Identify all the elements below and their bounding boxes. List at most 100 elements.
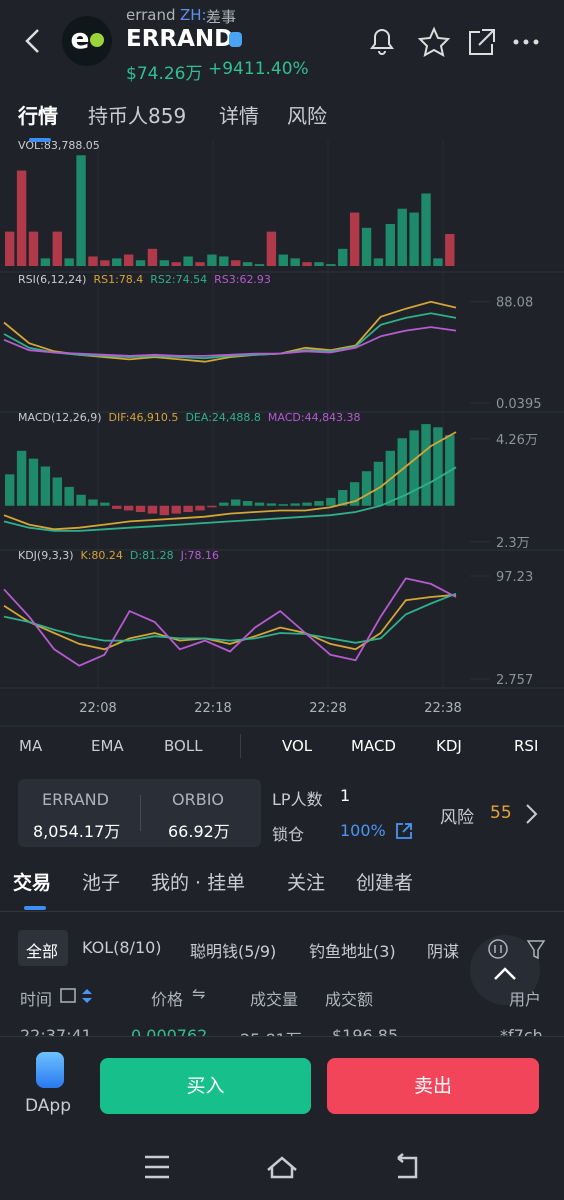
indicator[interactable]: MA — [19, 737, 43, 755]
back-button[interactable] — [18, 26, 48, 56]
bar — [207, 254, 217, 266]
buy-button[interactable]: 买入 — [100, 1058, 311, 1114]
tab[interactable]: 持币人859 — [88, 104, 187, 128]
legend-item: DEA:24,488.8 — [185, 411, 260, 424]
indicator[interactable]: VOL — [282, 737, 313, 755]
bar — [5, 474, 15, 506]
col-header[interactable]: 价格 — [151, 990, 184, 1009]
col-header[interactable]: 成交量 — [250, 990, 299, 1009]
bar — [183, 256, 193, 266]
handle: errand — [126, 6, 176, 24]
filter[interactable]: 阴谋 — [427, 942, 460, 961]
bar — [373, 258, 384, 266]
tab[interactable]: 详情 — [219, 104, 259, 128]
bar — [147, 505, 158, 514]
col-header[interactable]: 成交额 — [325, 990, 374, 1009]
y-tick-label: 88.08 — [496, 296, 533, 311]
legend-item: RS1:78.4 — [93, 273, 143, 286]
filter-icons[interactable] — [488, 938, 546, 964]
bar — [302, 262, 312, 266]
trade-tab[interactable]: 池子 — [82, 872, 121, 894]
x-tick-label: 22:08 — [79, 701, 116, 716]
bar — [278, 504, 288, 506]
bar — [52, 477, 62, 506]
bar — [135, 505, 146, 513]
filter[interactable]: KOL(8/10) — [82, 938, 162, 957]
indicator[interactable]: BOLL — [164, 737, 203, 755]
y-tick-label: 2.3万 — [496, 536, 530, 551]
divider — [140, 795, 141, 831]
indicator-line — [3, 592, 457, 644]
indicator[interactable]: KDJ — [436, 737, 462, 755]
amount-b: 66.92万 — [168, 822, 230, 841]
bar — [349, 482, 360, 506]
bar — [302, 502, 312, 506]
sort-icon[interactable] — [60, 986, 96, 1006]
bar — [397, 438, 407, 506]
up-arrow — [494, 967, 516, 980]
legend-item: K:80.24 — [81, 549, 123, 562]
bar — [40, 466, 51, 506]
trade-tab[interactable]: 关注 — [287, 872, 326, 894]
tab[interactable]: 行情 — [18, 104, 58, 128]
indicator[interactable]: EMA — [91, 737, 124, 755]
filter[interactable]: 全部 — [26, 942, 59, 961]
trade-tab[interactable]: 我的 · 挂单 — [151, 872, 246, 894]
divider — [240, 734, 241, 758]
bar — [266, 231, 277, 266]
indicator[interactable]: MACD — [351, 737, 396, 755]
amount-a: 8,054.17万 — [33, 822, 121, 841]
bar — [171, 505, 181, 514]
y-tick-label: 97.23 — [496, 570, 533, 585]
bar — [385, 224, 396, 266]
dapp-icon[interactable] — [36, 1052, 64, 1088]
y-tick-label: 2.757 — [496, 673, 533, 688]
bar — [433, 258, 443, 266]
bar — [314, 501, 324, 506]
bar — [219, 256, 229, 266]
indicator[interactable]: RSI — [514, 737, 539, 755]
system-nav[interactable] — [0, 1140, 564, 1200]
lock-label: 锁仓 — [272, 825, 305, 844]
trade-tab[interactable]: 创建者 — [356, 872, 414, 894]
bar — [112, 258, 122, 266]
legend-item: RSI(6,12,24) — [18, 273, 86, 286]
bar — [397, 208, 407, 266]
dapp-label[interactable]: DApp — [25, 1096, 72, 1116]
risk-score: 55 — [490, 803, 512, 823]
col-header[interactable]: 用户 — [509, 990, 542, 1009]
bar — [171, 262, 181, 266]
header-actions[interactable] — [366, 26, 546, 58]
y-tick-label: 0.0395 — [496, 397, 542, 412]
bar — [28, 231, 39, 266]
trade-tab[interactable]: 交易 — [13, 872, 52, 894]
y-tick-label: 4.26万 — [496, 433, 538, 448]
x-tick-label: 22:38 — [424, 701, 461, 716]
bar — [207, 505, 217, 508]
link-icon[interactable] — [395, 822, 413, 840]
filter[interactable]: 钓鱼地址(3) — [309, 942, 396, 961]
zh-name: 差事 — [206, 8, 237, 26]
bar — [409, 430, 419, 506]
chevron[interactable] — [524, 803, 540, 825]
bar — [195, 505, 205, 511]
col-header[interactable]: 时间 — [20, 990, 53, 1009]
tab-indicator — [24, 906, 46, 910]
bar — [64, 486, 74, 506]
lp-count: 1 — [340, 786, 351, 805]
bar — [326, 264, 336, 266]
bar — [254, 502, 265, 506]
swap-icon[interactable]: ⇋ — [192, 984, 206, 1003]
bar — [147, 248, 158, 266]
bar — [52, 231, 62, 266]
tab[interactable]: 风险 — [287, 104, 327, 128]
legend-item: MACD:44,843.38 — [268, 411, 361, 424]
bar — [231, 260, 241, 266]
bar — [242, 501, 253, 506]
bar — [76, 155, 86, 266]
filter[interactable]: 聪明钱(5/9) — [190, 942, 277, 961]
legend-item: KDJ(9,3,3) — [18, 549, 74, 562]
sell-button[interactable]: 卖出 — [327, 1058, 539, 1114]
bar — [349, 212, 360, 266]
